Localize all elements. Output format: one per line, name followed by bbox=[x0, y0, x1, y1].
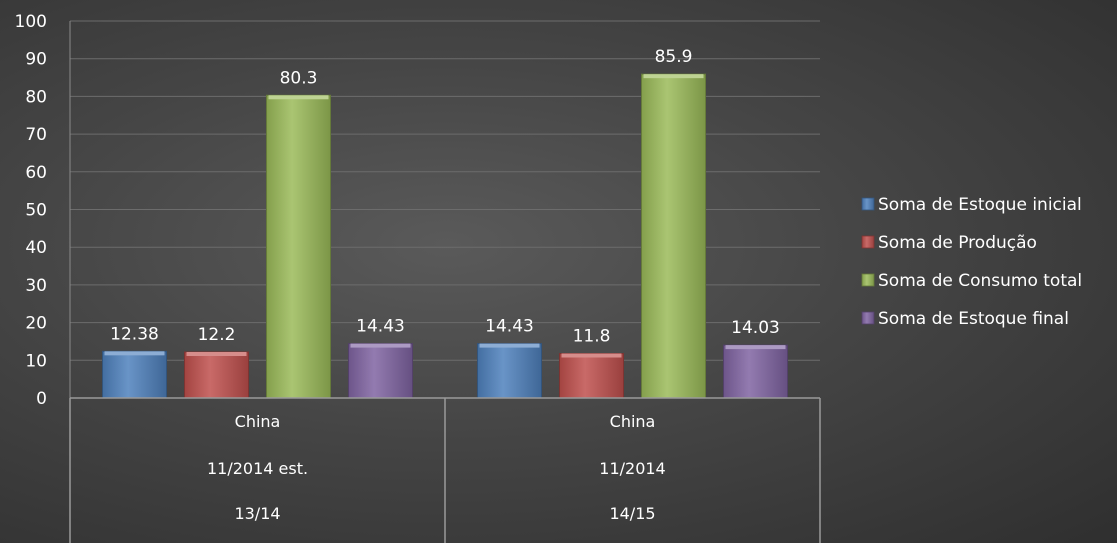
legend-label: Soma de Estoque final bbox=[878, 309, 1069, 329]
y-tick-label: 70 bbox=[25, 125, 47, 145]
bar-highlight bbox=[479, 343, 540, 348]
legend-item: Soma de Consumo total bbox=[861, 271, 1082, 291]
bar-rect bbox=[266, 94, 331, 399]
bar bbox=[184, 351, 249, 399]
bars: 12.38 12.2 80.3 14.43 14.43 11.8 85.9 14.03 bbox=[102, 47, 788, 399]
data-label: 85.9 bbox=[655, 47, 693, 67]
bar-highlight bbox=[725, 345, 786, 350]
data-label: 14.03 bbox=[731, 318, 780, 338]
bar-highlight bbox=[643, 74, 704, 79]
bar-rect bbox=[559, 353, 624, 399]
legend-swatch bbox=[861, 273, 875, 287]
y-tick-label: 10 bbox=[25, 351, 47, 371]
category-label: 13/14 bbox=[234, 504, 280, 523]
legend-swatch bbox=[861, 235, 875, 249]
y-tick-label: 0 bbox=[36, 389, 47, 409]
bar bbox=[559, 353, 624, 399]
bar-highlight bbox=[104, 351, 165, 356]
bar-highlight bbox=[561, 353, 622, 358]
bar-highlight bbox=[268, 95, 329, 100]
gridlines bbox=[70, 20, 820, 361]
bar-rect bbox=[348, 343, 413, 399]
legend-item: Soma de Produção bbox=[861, 233, 1037, 253]
y-tick-label: 40 bbox=[25, 238, 47, 258]
category-label: 14/15 bbox=[609, 504, 655, 523]
y-tick-label: 30 bbox=[25, 276, 47, 296]
y-tick-label: 50 bbox=[25, 201, 47, 221]
y-tick-label: 80 bbox=[25, 87, 47, 107]
legend-item: Soma de Estoque inicial bbox=[861, 195, 1082, 215]
bar-rect bbox=[641, 73, 706, 399]
bar bbox=[348, 343, 413, 399]
category-label: 11/2014 est. bbox=[207, 459, 308, 478]
bar-rect bbox=[184, 351, 249, 399]
y-tick-label: 60 bbox=[25, 163, 47, 183]
bar-highlight bbox=[350, 343, 411, 348]
legend-label: Soma de Estoque inicial bbox=[878, 195, 1082, 215]
legend: Soma de Estoque inicial Soma de Produção S… bbox=[861, 195, 1082, 329]
data-label: 14.43 bbox=[485, 317, 534, 337]
data-label: 12.38 bbox=[110, 324, 159, 344]
category-label: China bbox=[235, 412, 281, 431]
bar-rect bbox=[723, 344, 788, 399]
category-label: 11/2014 bbox=[599, 459, 665, 478]
legend-item: Soma de Estoque final bbox=[861, 309, 1069, 329]
data-label: 11.8 bbox=[573, 327, 611, 347]
x-axis-category-table: China 11/2014 est. 13/14 China 11/2014 14/15 bbox=[69, 397, 821, 543]
bar bbox=[266, 94, 331, 399]
bar bbox=[477, 343, 542, 399]
legend-label: Soma de Consumo total bbox=[878, 271, 1082, 291]
data-label: 14.43 bbox=[356, 317, 405, 337]
data-label: 12.2 bbox=[198, 325, 236, 345]
data-label: 80.3 bbox=[280, 68, 318, 88]
y-axis: 0 10 20 30 40 50 60 70 80 90 100 bbox=[15, 12, 71, 409]
bar-rect bbox=[477, 343, 542, 399]
bar-rect bbox=[102, 350, 167, 399]
bar-highlight bbox=[186, 352, 247, 357]
bar bbox=[723, 344, 788, 399]
category-label: China bbox=[610, 412, 656, 431]
bar bbox=[641, 73, 706, 399]
bar bbox=[102, 350, 167, 399]
y-tick-label: 20 bbox=[25, 314, 47, 334]
legend-swatch bbox=[861, 197, 875, 211]
y-tick-label: 100 bbox=[15, 12, 47, 32]
legend-swatch bbox=[861, 311, 875, 325]
legend-label: Soma de Produção bbox=[878, 233, 1037, 253]
y-tick-label: 90 bbox=[25, 50, 47, 70]
